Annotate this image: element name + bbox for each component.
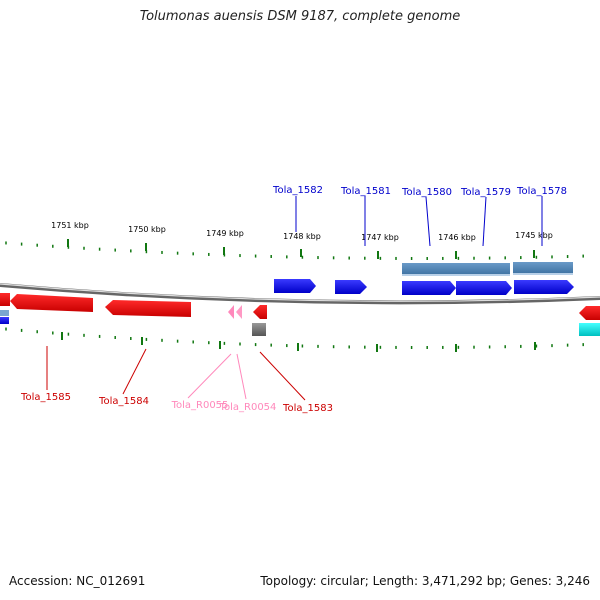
domain-bar	[513, 262, 573, 275]
domain-bar	[402, 263, 510, 276]
tick-label: 1749 kbp	[206, 229, 244, 238]
tick-label: 1746 kbp	[438, 233, 476, 242]
gene-fragment	[0, 293, 10, 306]
domain-bar	[402, 274, 510, 276]
tick-label: 1750 kbp	[128, 225, 166, 234]
tick-label: 1747 kbp	[361, 233, 399, 242]
gene-label-tola-1578: Tola_1578	[516, 186, 567, 197]
gene-fragment	[0, 310, 9, 316]
leader-lines	[46, 196, 543, 401]
domain-bars	[402, 262, 573, 276]
gene-label-tola-1583: Tola_1583	[282, 403, 333, 414]
gene-label-tola-1582: Tola_1582	[272, 185, 323, 196]
gene-arrow-right-edge	[579, 306, 600, 320]
genome-backbone-highlight	[0, 283, 600, 302]
scale-dots-top	[5, 241, 584, 260]
genome-backbone	[0, 283, 600, 305]
gene-arrow-tola-1579	[456, 281, 512, 295]
gene-label-tola-r0054: Tola_R0054	[219, 402, 277, 413]
gene-labels-bottom: Tola_1585 Tola_1584 Tola_R0055 Tola_R005…	[20, 392, 333, 414]
gene-arrow-tola-1583	[253, 305, 267, 319]
gene-label-tola-1580: Tola_1580	[401, 187, 452, 198]
gene-label-tola-1581: Tola_1581	[340, 186, 391, 197]
tick-label: 1745 kbp	[515, 231, 553, 240]
rna-genes	[228, 305, 242, 319]
gene-arrow-tola-1582	[274, 279, 316, 293]
reverse-genes	[0, 293, 600, 336]
gene-labels-top: Tola_1582 Tola_1581 Tola_1580 Tola_1579 …	[272, 185, 567, 198]
domain-bar	[513, 273, 573, 275]
scale-dots-bottom	[5, 327, 584, 349]
gray-feature	[252, 323, 266, 336]
gene-arrow-tola-1585	[10, 294, 93, 312]
cyan-feature	[579, 323, 600, 336]
accession-text: Accession: NC_012691	[9, 574, 146, 588]
forward-genes	[0, 279, 574, 324]
tick-labels: 1751 kbp 1750 kbp 1749 kbp 1748 kbp 1747…	[51, 221, 553, 242]
tick-label: 1751 kbp	[51, 221, 89, 230]
gene-label-tola-1585: Tola_1585	[20, 392, 71, 403]
gene-label-tola-1579: Tola_1579	[460, 187, 511, 198]
map-title: Tolumonas auensis DSM 9187, complete gen…	[139, 9, 461, 24]
gene-fragment	[0, 317, 9, 324]
topology-text: Topology: circular; Length: 3,471,292 bp…	[260, 574, 590, 588]
gene-arrow-tola-1584	[105, 300, 191, 317]
rna-tola-r0055	[228, 305, 234, 319]
major-ticks	[61, 239, 536, 352]
gene-arrow-tola-1581	[335, 280, 367, 294]
gene-label-tola-1584: Tola_1584	[98, 396, 149, 407]
rna-tola-r0054	[236, 305, 242, 319]
tick-label: 1748 kbp	[283, 232, 321, 241]
gene-label-tola-r0055: Tola_R0055	[171, 400, 229, 411]
gene-arrow-tola-1578	[514, 280, 574, 294]
gene-arrow-tola-1580	[402, 281, 456, 295]
